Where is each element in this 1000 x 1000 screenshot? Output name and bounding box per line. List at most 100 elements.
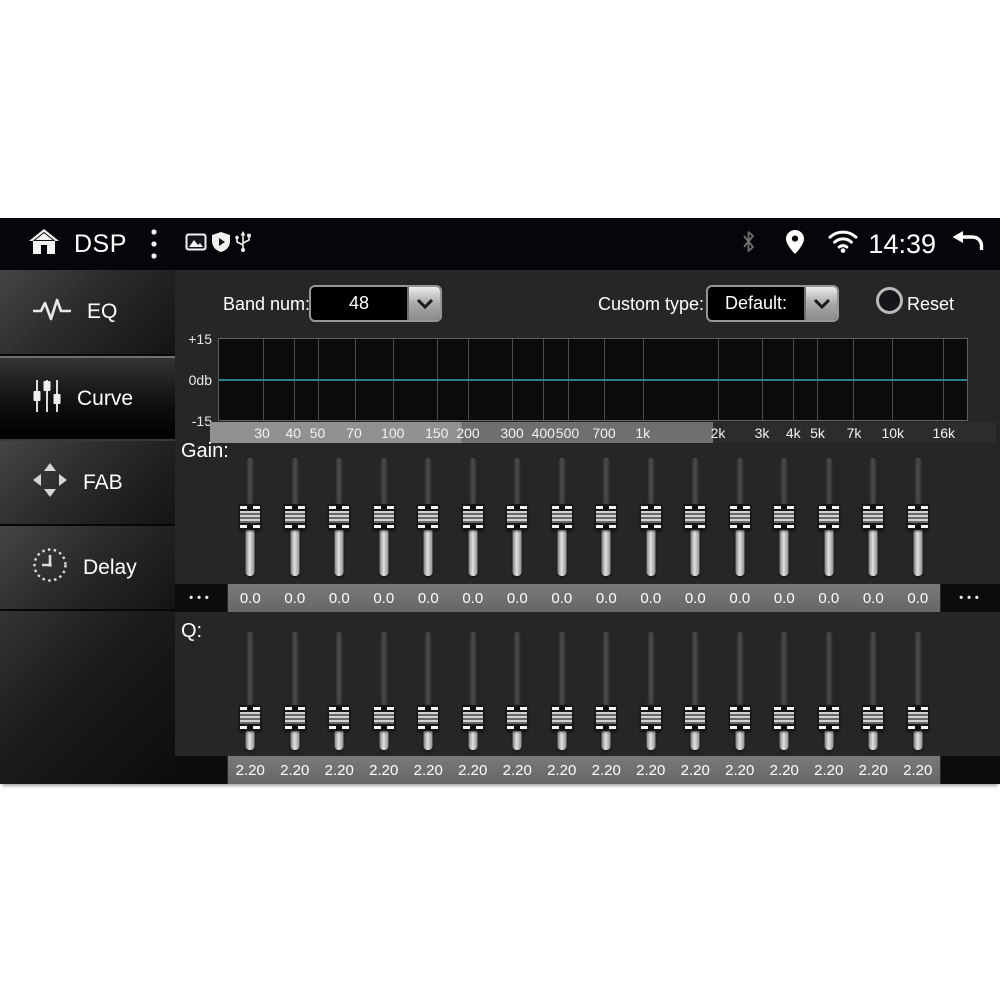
q-slider[interactable] [495, 632, 540, 750]
q-value: 2.20 [369, 761, 399, 779]
slider-track [825, 632, 833, 718]
q-slider[interactable] [807, 632, 852, 750]
back-icon[interactable] [950, 230, 984, 259]
slider-thumb[interactable] [862, 705, 885, 731]
q-slider-row [228, 632, 940, 750]
home-icon[interactable] [28, 228, 60, 260]
x-tick-label: 400 [531, 424, 555, 441]
slider-thumb[interactable] [239, 705, 262, 731]
slider-thumb[interactable] [639, 504, 662, 530]
slider-thumb[interactable] [817, 504, 840, 530]
slider-thumb[interactable] [684, 705, 707, 731]
frequency-strip[interactable]: 30 40 50 70 100 150 200 300 400 500 700 1k 2k 3k 4k 5k 7… [210, 422, 996, 443]
q-value: 2.20 [680, 761, 710, 779]
eq-response-line [219, 378, 967, 381]
shield-icon [211, 231, 230, 257]
sidebar-item-eq[interactable]: EQ [0, 270, 175, 356]
slider-thumb[interactable] [728, 705, 751, 731]
x-tick-label: 70 [346, 424, 362, 441]
q-slider[interactable] [273, 632, 318, 750]
slider-thumb[interactable] [328, 504, 351, 530]
gain-slider[interactable] [718, 458, 763, 576]
gain-slider[interactable] [851, 458, 896, 576]
slider-thumb[interactable] [283, 504, 306, 530]
gain-slider[interactable] [673, 458, 718, 576]
slider-thumb[interactable] [906, 504, 929, 530]
sidebar-item-fab[interactable]: FAB [0, 441, 175, 526]
q-slider[interactable] [896, 632, 941, 750]
slider-thumb[interactable] [684, 504, 707, 530]
slider-thumb[interactable] [773, 504, 796, 530]
q-slider[interactable] [451, 632, 496, 750]
reset-label: Reset [907, 294, 955, 314]
gain-slider[interactable] [584, 458, 629, 576]
slider-thumb[interactable] [239, 504, 262, 530]
slider-track-fill [423, 714, 433, 750]
x-tick-label: 150 [425, 424, 449, 441]
slider-thumb[interactable] [773, 705, 796, 731]
q-slider[interactable] [362, 632, 407, 750]
gain-value: 0.0 [417, 589, 439, 607]
slider-thumb[interactable] [817, 705, 840, 731]
slider-track-fill [512, 714, 522, 750]
slider-thumb[interactable] [417, 504, 440, 530]
slider-thumb[interactable] [328, 705, 351, 731]
sidebar-item-label: EQ [87, 300, 118, 323]
gain-slider[interactable] [273, 458, 318, 576]
custom-type-label: Custom type: [598, 294, 705, 314]
gain-slider[interactable] [451, 458, 496, 576]
gain-slider[interactable] [540, 458, 585, 576]
gain-slider[interactable] [228, 458, 273, 576]
custom-type-dropdown[interactable]: Default: [706, 285, 839, 322]
slider-thumb[interactable] [461, 705, 484, 731]
slider-thumb[interactable] [595, 504, 618, 530]
reset-radio[interactable] [876, 287, 903, 314]
x-tick-label: 700 [592, 424, 616, 441]
q-slider[interactable] [228, 632, 273, 750]
sidebar-item-delay[interactable]: Delay [0, 526, 175, 611]
slider-thumb[interactable] [550, 705, 573, 731]
gain-overflow-right-button[interactable]: ••• [941, 584, 1000, 612]
q-slider[interactable] [317, 632, 362, 750]
slider-thumb[interactable] [550, 504, 573, 530]
q-slider[interactable] [540, 632, 585, 750]
slider-thumb[interactable] [506, 705, 529, 731]
slider-thumb[interactable] [372, 705, 395, 731]
q-slider[interactable] [629, 632, 674, 750]
gain-slider[interactable] [807, 458, 852, 576]
band-num-dropdown[interactable]: 48 [309, 285, 442, 322]
slider-thumb[interactable] [506, 504, 529, 530]
menu-kebab-icon[interactable] [151, 228, 157, 260]
q-slider[interactable] [673, 632, 718, 750]
x-tick-label: 2k [710, 424, 726, 441]
slider-track-fill [913, 714, 923, 750]
gain-slider[interactable] [762, 458, 807, 576]
slider-thumb[interactable] [595, 705, 618, 731]
sidebar-item-curve[interactable]: Curve [0, 356, 175, 441]
q-slider[interactable] [406, 632, 451, 750]
slider-thumb[interactable] [283, 705, 306, 731]
gain-slider[interactable] [317, 458, 362, 576]
q-slider[interactable] [762, 632, 807, 750]
slider-thumb[interactable] [862, 504, 885, 530]
gain-slider[interactable] [362, 458, 407, 576]
slider-thumb[interactable] [728, 504, 751, 530]
slider-track-fill [868, 513, 878, 576]
gain-overflow-left-button[interactable]: ••• [175, 584, 227, 612]
slider-thumb[interactable] [906, 705, 929, 731]
q-slider[interactable] [718, 632, 763, 750]
q-slider[interactable] [851, 632, 896, 750]
q-label: Q: [181, 620, 203, 642]
slider-thumb[interactable] [461, 504, 484, 530]
band-num-value: 48 [348, 293, 370, 313]
q-slider[interactable] [584, 632, 629, 750]
slider-track-fill [245, 714, 255, 750]
slider-thumb[interactable] [372, 504, 395, 530]
gain-slider[interactable] [495, 458, 540, 576]
slider-thumb[interactable] [417, 705, 440, 731]
gain-slider[interactable] [896, 458, 941, 576]
gain-slider[interactable] [406, 458, 451, 576]
gain-slider[interactable] [629, 458, 674, 576]
slider-thumb[interactable] [639, 705, 662, 731]
clock-time: 14:39 [868, 228, 936, 259]
